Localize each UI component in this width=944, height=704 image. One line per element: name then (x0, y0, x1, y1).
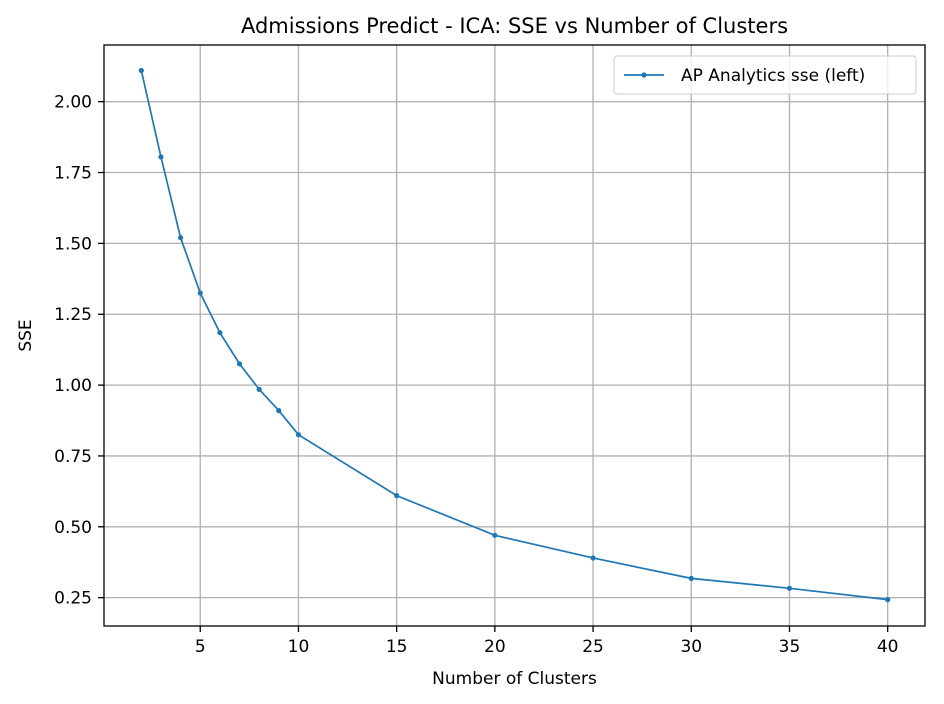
y-tick-label: 0.75 (54, 447, 92, 467)
y-tick-label: 1.25 (54, 305, 92, 325)
data-point (276, 408, 282, 414)
x-tick-label: 25 (582, 637, 604, 657)
plot-area (104, 45, 925, 626)
data-point (492, 532, 498, 538)
y-axis-label: SSE (16, 319, 36, 351)
data-point (197, 290, 203, 296)
x-axis-ticks: 5 10 15 20 25 30 35 40 (195, 626, 899, 657)
data-point (178, 235, 184, 241)
y-tick-label: 1.00 (54, 376, 92, 396)
data-point (885, 597, 891, 603)
legend-point-marker (641, 72, 647, 78)
y-tick-label: 2.00 (54, 93, 92, 113)
y-tick-label: 1.75 (54, 164, 92, 184)
plot-frame (103, 44, 926, 627)
y-tick-label: 0.25 (54, 589, 92, 609)
legend-label: AP Analytics sse (left) (681, 66, 865, 86)
y-tick-label: 1.50 (54, 234, 92, 254)
data-point (217, 330, 223, 336)
data-point (688, 575, 694, 581)
x-tick-label: 10 (288, 637, 310, 657)
data-point (256, 386, 262, 392)
x-axis-label: Number of Clusters (432, 669, 597, 689)
legend: AP Analytics sse (left) (613, 55, 917, 95)
data-point (158, 154, 164, 160)
legend-box (613, 55, 917, 95)
data-point (295, 432, 302, 438)
data-point (138, 67, 144, 74)
chart-title: Admissions Predict - ICA: SSE vs Number … (241, 14, 788, 38)
series-layer (138, 67, 891, 603)
data-point (394, 493, 400, 499)
x-tick-label: 20 (484, 637, 506, 657)
data-point (786, 585, 793, 591)
y-tick-label: 0.50 (54, 518, 92, 538)
grid (104, 45, 925, 626)
x-tick-label: 35 (779, 637, 801, 657)
x-tick-label: 40 (877, 637, 899, 657)
x-tick-label: 5 (195, 637, 206, 657)
data-point (590, 555, 596, 561)
x-tick-label: 30 (680, 637, 702, 657)
y-axis-ticks: 0.25 0.50 0.75 1.00 1.25 1.50 1.75 2.00 (54, 93, 104, 609)
data-point (236, 361, 243, 367)
x-tick-label: 15 (386, 637, 408, 657)
